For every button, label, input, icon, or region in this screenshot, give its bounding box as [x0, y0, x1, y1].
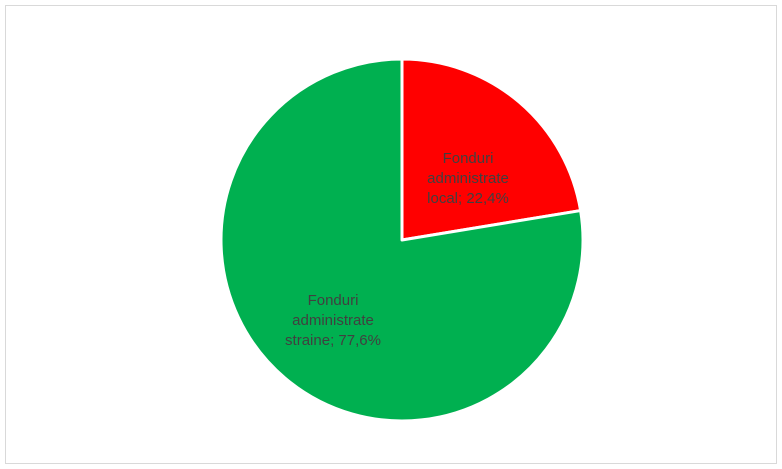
pie-data-labels: Fonduri administrate local; 22,4% Fonduri ad…: [285, 150, 509, 349]
data-label-line: Fonduri: [308, 292, 359, 309]
pie-slice-local: [400, 57, 583, 242]
data-label-line: straine; 77,6%: [285, 332, 381, 349]
pie-slices: [219, 57, 585, 423]
pie-slice-straine: [219, 57, 585, 423]
data-label-line: administrate: [427, 170, 509, 187]
data-label-local: Fonduri administrate local; 22,4%: [427, 150, 509, 207]
data-label-line: administrate: [292, 312, 374, 329]
data-label-line: local; 22,4%: [427, 190, 509, 207]
data-label-straine: Fonduri administrate straine; 77,6%: [285, 292, 381, 349]
data-label-line: Fonduri: [443, 150, 494, 167]
